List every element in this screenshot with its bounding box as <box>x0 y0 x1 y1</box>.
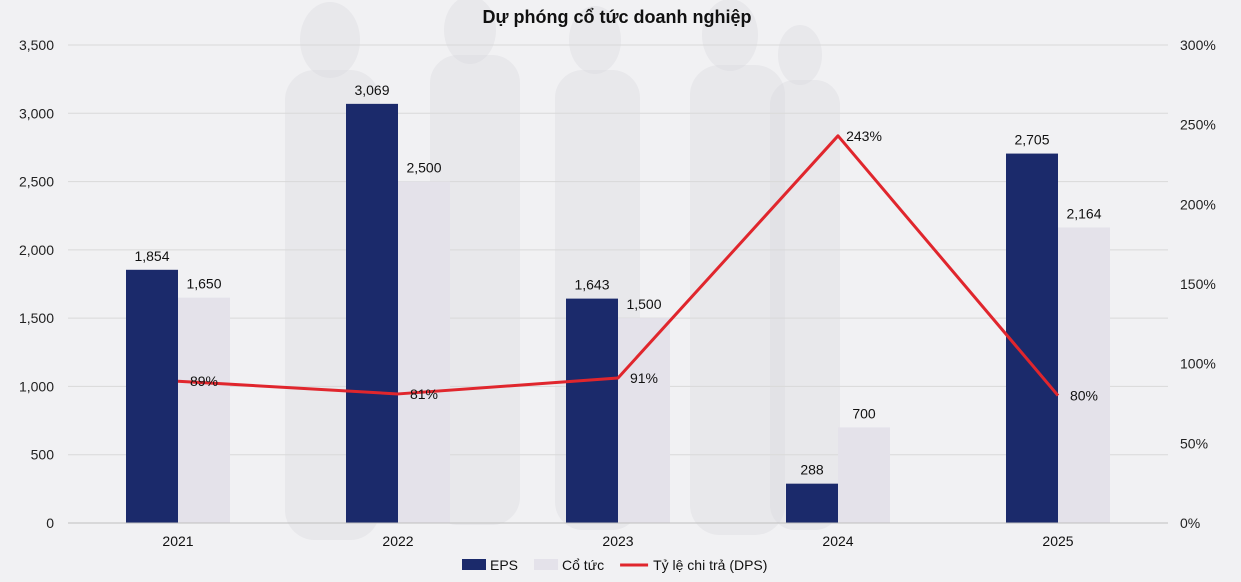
payout-value-label: 81% <box>410 386 438 402</box>
data-labels: 1,854 1,650 3,069 2,500 1,643 1,500 288 700 2,70… <box>134 82 1101 478</box>
legend-label: Tỷ lệ chi trả (DPS) <box>653 557 767 573</box>
right-tick-label: 50% <box>1180 435 1208 451</box>
x-axis: 2021 2022 2023 2024 2025 <box>68 522 1168 549</box>
x-tick-label: 2022 <box>382 533 413 549</box>
payout-ratio-line <box>177 134 1060 397</box>
bar-eps <box>786 483 838 523</box>
payout-value-label: 89% <box>190 373 218 389</box>
bar-value-label: 3,069 <box>354 82 389 98</box>
payout-value-label: 80% <box>1070 388 1098 404</box>
bar-value-label: 2,500 <box>406 160 441 176</box>
bars <box>126 103 1110 524</box>
x-tick-label: 2025 <box>1042 533 1073 549</box>
payout-line <box>177 134 1060 397</box>
payout-value-label: 243% <box>846 128 882 144</box>
bar-value-label: 288 <box>800 462 824 478</box>
bar-dividend <box>1058 227 1110 524</box>
right-tick-label: 150% <box>1180 276 1216 292</box>
bar-eps <box>126 269 178 523</box>
left-tick-label: 2,000 <box>19 242 54 258</box>
left-tick-label: 1,000 <box>19 378 54 394</box>
bar-dividend <box>178 297 230 523</box>
right-tick-label: 250% <box>1180 117 1216 133</box>
legend-swatch <box>534 559 559 570</box>
left-tick-label: 1,500 <box>19 310 54 326</box>
right-tick-label: 100% <box>1180 356 1216 372</box>
bar-dividend <box>398 181 450 524</box>
legend-label: Cổ tức <box>562 557 604 573</box>
x-tick-label: 2021 <box>162 533 193 549</box>
bar-value-label: 1,500 <box>626 296 661 312</box>
bar-dividend <box>618 318 670 523</box>
x-tick-label: 2024 <box>822 533 853 549</box>
right-tick-label: 0% <box>1180 515 1200 531</box>
left-tick-label: 500 <box>31 447 55 463</box>
left-tick-label: 3,000 <box>19 105 54 121</box>
payout-value-label: 91% <box>630 370 658 386</box>
left-axis: 0 500 1,000 1,500 2,000 2,500 3,000 3,500 <box>19 37 54 531</box>
legend-swatch <box>462 559 486 570</box>
left-tick-label: 2,500 <box>19 174 54 190</box>
chart-title: Dự phóng cổ tức doanh nghiệp <box>482 7 751 27</box>
bar-value-label: 2,164 <box>1066 205 1101 221</box>
bar-value-label: 2,705 <box>1014 132 1049 148</box>
left-tick-label: 3,500 <box>19 37 54 53</box>
legend-label: EPS <box>490 557 518 573</box>
right-axis: 0% 50% 100% 150% 200% 250% 300% <box>1180 37 1216 531</box>
bar-value-label: 1,643 <box>574 277 609 293</box>
bar-eps <box>566 298 618 523</box>
legend: EPS Cổ tức Tỷ lệ chi trả (DPS) <box>462 557 767 573</box>
x-tick-label: 2023 <box>602 533 633 549</box>
bar-value-label: 700 <box>852 405 876 421</box>
bar-eps <box>346 103 398 523</box>
left-tick-label: 0 <box>46 515 54 531</box>
right-tick-label: 200% <box>1180 196 1216 212</box>
bar-eps <box>1006 153 1058 523</box>
bar-value-label: 1,650 <box>186 276 221 292</box>
right-tick-label: 300% <box>1180 37 1216 53</box>
bar-dividend <box>838 427 890 523</box>
bar-value-label: 1,854 <box>134 248 169 264</box>
